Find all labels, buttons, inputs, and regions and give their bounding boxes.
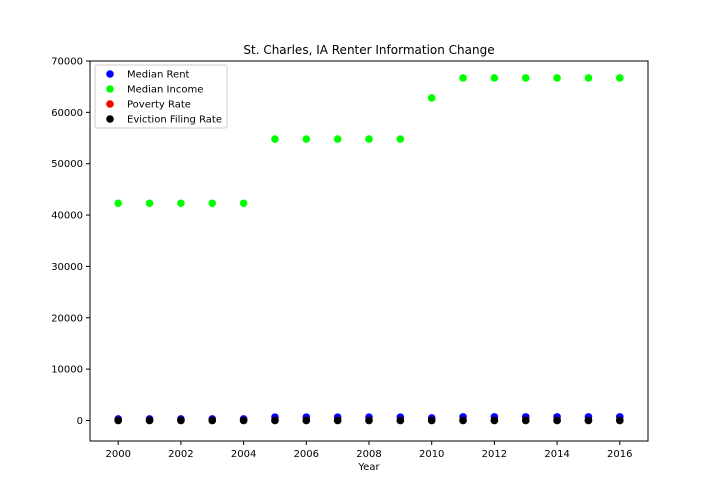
data-point: [490, 74, 499, 82]
data-point: [333, 416, 342, 425]
data-point: [208, 199, 217, 208]
legend-item: Eviction Filing Rate: [106, 115, 222, 126]
legend-label: Median Income: [127, 85, 203, 96]
data-point: [239, 199, 248, 208]
data-point: [615, 74, 624, 82]
data-point: [333, 135, 342, 143]
y-tick-label: 30000: [51, 262, 83, 273]
data-point: [302, 135, 311, 143]
x-tick-label: 2004: [231, 449, 256, 460]
data-point: [459, 74, 467, 82]
data-point: [365, 135, 373, 143]
y-axis: 0 10000 20000 30000 40000 50000 60000 70000: [51, 57, 90, 427]
legend-label: Median Rent: [127, 70, 190, 81]
x-tick-label: 2012: [482, 449, 507, 460]
data-point: [114, 199, 123, 208]
legend-label: Poverty Rate: [127, 100, 191, 111]
legend-item: Poverty Rate: [106, 100, 191, 111]
legend-marker: [106, 100, 114, 108]
data-point: [584, 74, 593, 82]
chart-title: St. Charles, IA Renter Information Chang…: [243, 43, 494, 57]
legend-frame: [94, 64, 228, 129]
data-point: [427, 416, 436, 425]
legend-marker: [106, 70, 114, 78]
data-point: [427, 94, 436, 102]
data-point: [271, 135, 279, 143]
data-point: [365, 416, 373, 425]
y-tick-label: 70000: [51, 57, 83, 68]
data-point: [490, 416, 499, 425]
data-point: [208, 416, 217, 425]
y-tick-label: 0: [77, 416, 83, 427]
legend: Median Rent Median Income Poverty Rate Evic…: [94, 64, 228, 129]
data-point: [584, 416, 593, 425]
data-point: [396, 135, 405, 143]
legend-marker: [106, 85, 114, 93]
y-tick-label: 10000: [51, 365, 83, 376]
data-point: [239, 416, 248, 425]
x-tick-label: 2000: [105, 449, 130, 460]
legend-label: Eviction Filing Rate: [127, 115, 222, 126]
y-tick-label: 40000: [51, 211, 83, 222]
legend-marker: [106, 115, 114, 123]
x-tick-label: 2014: [544, 449, 569, 460]
data-point: [145, 199, 154, 208]
data-point: [114, 416, 123, 425]
y-tick-label: 60000: [51, 108, 83, 119]
x-tick-label: 2008: [356, 449, 381, 460]
data-point: [615, 416, 624, 425]
data-point: [302, 416, 311, 425]
x-tick-label: 2010: [419, 449, 444, 460]
data-point: [177, 199, 185, 208]
x-axis-label: Year: [357, 462, 380, 473]
x-axis: 2000 2002 2004 2006 2008 2010 2012 2014 2016: [105, 441, 633, 460]
series-median-income: [114, 74, 624, 208]
y-tick-label: 50000: [51, 159, 83, 170]
x-tick-label: 2006: [294, 449, 319, 460]
data-point: [521, 74, 530, 82]
series-eviction-filing-rate: [114, 416, 624, 425]
data-point: [553, 74, 561, 82]
data-point: [271, 416, 279, 425]
legend-item: Median Rent: [106, 70, 190, 81]
data-point: [145, 416, 154, 425]
y-tick-label: 20000: [51, 313, 83, 324]
data-point: [396, 416, 405, 425]
data-point: [459, 416, 467, 425]
data-point: [521, 416, 530, 425]
legend-item: Median Income: [106, 85, 203, 96]
x-tick-label: 2002: [168, 449, 193, 460]
plot-area: [114, 74, 624, 425]
x-tick-label: 2016: [607, 449, 632, 460]
data-point: [553, 416, 561, 425]
data-point: [177, 416, 185, 425]
